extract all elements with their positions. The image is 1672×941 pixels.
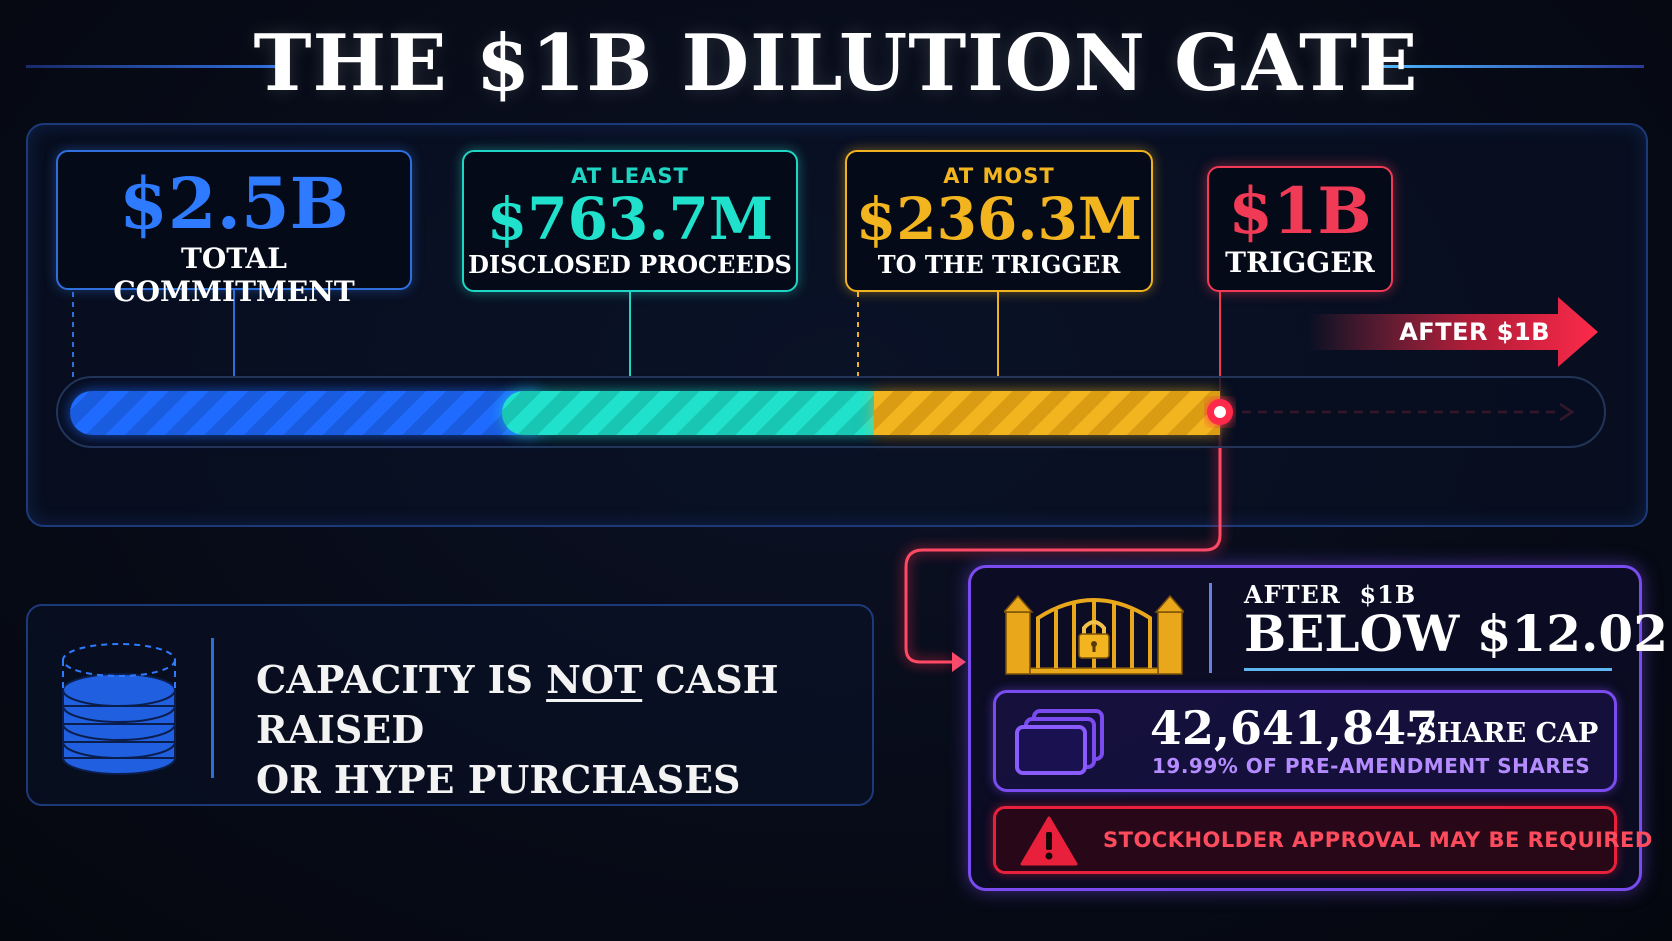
- info-line-1-emphasis: NOT: [546, 657, 643, 702]
- locked-gate-icon: [1004, 594, 1184, 675]
- segment-to-trigger: [874, 391, 1220, 435]
- info-statement: CAPACITY IS NOT CASH RAISED OR HYPE PURC…: [256, 655, 856, 805]
- trigger-marker: [1207, 399, 1233, 425]
- remaining-value: $236.3M: [855, 185, 1143, 253]
- segment-total: [70, 391, 540, 435]
- card-to-trigger: AT MOST $236.3M TO THE TRIGGER: [845, 150, 1153, 292]
- disclosed-value: $763.7M: [486, 185, 774, 253]
- remaining-qualifier: AT MOST: [943, 164, 1055, 188]
- total-label: TOTAL COMMITMENT: [113, 242, 355, 308]
- after-label: AFTER $1B: [1399, 318, 1550, 346]
- segment-disclosed: [502, 391, 874, 435]
- coin-stack-icon: [62, 643, 176, 775]
- trigger-to-gate-arrowhead: [952, 652, 966, 672]
- warning-text: STOCKHOLDER APPROVAL MAY BE REQUIRED: [1103, 828, 1653, 852]
- gate-price-threshold: BELOW $12.02: [1244, 604, 1668, 663]
- share-cap-box: [993, 690, 1617, 792]
- share-cap-subtitle: 19.99% OF PRE-AMENDMENT SHARES: [1152, 754, 1591, 778]
- remaining-label: TO THE TRIGGER: [877, 250, 1121, 279]
- card-total-commitment: $2.5B TOTAL COMMITMENT: [56, 150, 412, 308]
- share-cap-suffix: -SHARE CAP: [1406, 718, 1599, 749]
- info-line-2: OR HYPE PURCHASES: [256, 757, 741, 802]
- trigger-label: TRIGGER: [1225, 246, 1375, 279]
- disclosed-qualifier: AT LEAST: [571, 164, 689, 188]
- warning-triangle-icon: [1020, 816, 1078, 866]
- disclosed-label: DISCLOSED PROCEEDS: [468, 250, 792, 279]
- info-line-1: CAPACITY IS NOT CASH RAISED: [256, 655, 856, 755]
- info-line-1-pre: CAPACITY IS: [256, 657, 547, 702]
- share-cap-number: 42,641,847: [1150, 701, 1439, 755]
- card-trigger: $1B TRIGGER: [1207, 166, 1393, 292]
- warning-box: [993, 806, 1617, 874]
- gate-divider: [1209, 583, 1212, 673]
- title-line-right: [1376, 65, 1644, 68]
- gate-price-underline: [1244, 668, 1612, 671]
- share-certificates-icon: [1015, 709, 1104, 775]
- info-divider: [211, 638, 214, 778]
- info-line-1-post: CASH RAISED: [256, 657, 779, 752]
- gate-after-label: AFTER $1B: [1244, 580, 1417, 609]
- total-value: $2.5B: [119, 162, 349, 245]
- after-arrow: [1308, 297, 1598, 367]
- trigger-to-gate-path: [904, 420, 1222, 664]
- trigger-value: $1B: [1228, 174, 1372, 249]
- title-line-left: [26, 65, 276, 68]
- page-title: THE $1B DILUTION GATE: [253, 18, 1419, 109]
- card-disclosed-proceeds: AT LEAST $763.7M DISCLOSED PROCEEDS: [462, 150, 798, 292]
